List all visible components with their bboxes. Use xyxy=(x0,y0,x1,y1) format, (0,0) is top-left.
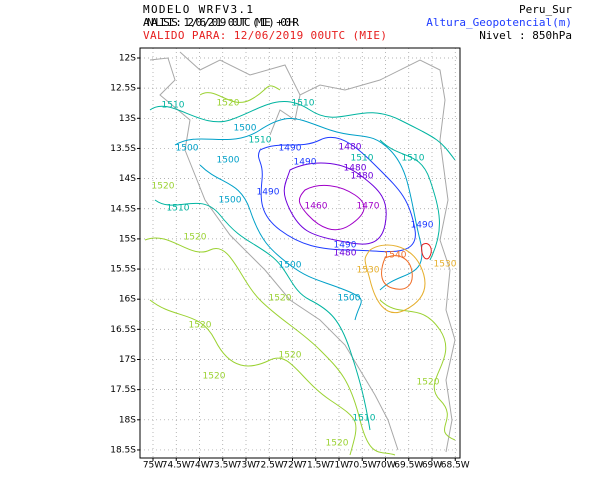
lat-tick-label: 12S xyxy=(119,54,136,64)
lon-tick-label: 73.5W xyxy=(208,461,237,471)
lat-tick-label: 18S xyxy=(119,415,136,425)
contour-label: 1520 xyxy=(203,372,226,382)
map-frame xyxy=(139,47,461,459)
analysis-text: ANALISIS: 12/06/2019 00UTC (MIE) +00HR xyxy=(143,16,299,29)
contour-label: 1490 xyxy=(411,221,434,231)
contour-label: 1510 xyxy=(351,154,374,164)
lat-tick-label: 12.5S xyxy=(110,84,136,94)
contour-label: 1500 xyxy=(338,294,361,304)
contour-label: 1510 xyxy=(353,414,376,424)
lon-tick-label: 74W xyxy=(189,461,209,471)
lon-tick-label: 71W xyxy=(329,461,349,471)
terrain-outline xyxy=(149,51,456,453)
contour-label: 1480 xyxy=(344,164,367,174)
contour-label: 1520 xyxy=(417,378,440,388)
contour-labels: 1510 1520 1510 1500 1510 1500 1490 1490 1500 1480… xyxy=(152,99,457,449)
contour-label: 1490 xyxy=(334,241,357,251)
lon-tick-label: 70.5W xyxy=(348,461,377,471)
contour-label: 1540 xyxy=(384,251,407,261)
lat-tick-label: 15.5S xyxy=(110,265,136,275)
lon-tick-label: 70W xyxy=(375,461,395,471)
lon-tick-label: 69.5W xyxy=(394,461,423,471)
lat-tick-label: 16.5S xyxy=(110,325,136,335)
contour-label: 1490 xyxy=(279,144,302,154)
lon-tick-label: 73W xyxy=(236,461,256,471)
contour-label: 1510 xyxy=(249,136,272,146)
lat-tick-label: 13S xyxy=(119,114,136,124)
lat-tick-label: 14.5S xyxy=(110,204,136,214)
model-text: MODELO WRFV3.1 xyxy=(143,3,253,16)
lat-tick-label: 17.5S xyxy=(110,385,136,395)
contour-label: 1530 xyxy=(434,260,457,270)
contour-label: 1510 xyxy=(162,101,185,111)
contour-label: 1480 xyxy=(334,249,357,259)
contour-label: 1490 xyxy=(257,188,280,198)
lat-tick-label: 14S xyxy=(119,174,136,184)
level-text: Nivel : 850hPa xyxy=(479,29,572,42)
region-text: Peru_Sur xyxy=(519,3,572,16)
contour-label: 1470 xyxy=(357,202,380,212)
contour-label: 1530 xyxy=(357,266,380,276)
contour-label: 1520 xyxy=(279,351,302,361)
variable-text: Altura_Geopotencial(m) xyxy=(426,16,572,29)
lat-tick-label: 13.5S xyxy=(110,144,136,154)
contour-label: 1460 xyxy=(305,202,328,212)
contour-label: 1520 xyxy=(326,439,349,449)
contour-label: 1520 xyxy=(269,294,292,304)
contour-label: 1520 xyxy=(184,233,207,243)
lat-tick-label: 16S xyxy=(119,295,136,305)
contour-label: 1500 xyxy=(217,156,240,166)
contour-label: 1500 xyxy=(219,196,242,206)
valid-text: VALIDO PARA: 12/06/2019 00UTC (MIE) xyxy=(143,29,387,42)
contour-label: 1500 xyxy=(279,261,302,271)
contour-label: 1510 xyxy=(292,99,315,109)
lon-tick-label: 71.5W xyxy=(301,461,330,471)
lon-tick-label: 68.5W xyxy=(441,461,470,471)
lat-tick-label: 18.5S xyxy=(110,445,136,455)
contour-label: 1490 xyxy=(294,158,317,168)
graticule xyxy=(140,48,460,458)
lon-tick-label: 75W xyxy=(143,461,163,471)
contour-label: 1480 xyxy=(351,172,374,182)
lon-tick-label: 72W xyxy=(282,461,302,471)
contour-label: 1480 xyxy=(339,143,362,153)
contour-label: 1510 xyxy=(167,204,190,214)
lon-tick-label: 69W xyxy=(422,461,442,471)
contour-lines xyxy=(144,85,456,456)
lon-tick-label: 74.5W xyxy=(162,461,191,471)
lat-tick-label: 15S xyxy=(119,234,136,244)
contour-label: 1500 xyxy=(234,124,257,134)
contour-label: 1500 xyxy=(176,144,199,154)
axis-ticks: 75W74.5W74W73.5W73W72.5W72W71.5W71W70.5W… xyxy=(110,54,470,471)
contour-label: 1520 xyxy=(152,182,175,192)
contour-label: 1520 xyxy=(189,321,212,331)
lon-tick-label: 72.5W xyxy=(255,461,284,471)
contour-label: 1520 xyxy=(217,99,240,109)
contour-label: 1510 xyxy=(402,154,425,164)
lat-tick-label: 17S xyxy=(119,355,136,365)
